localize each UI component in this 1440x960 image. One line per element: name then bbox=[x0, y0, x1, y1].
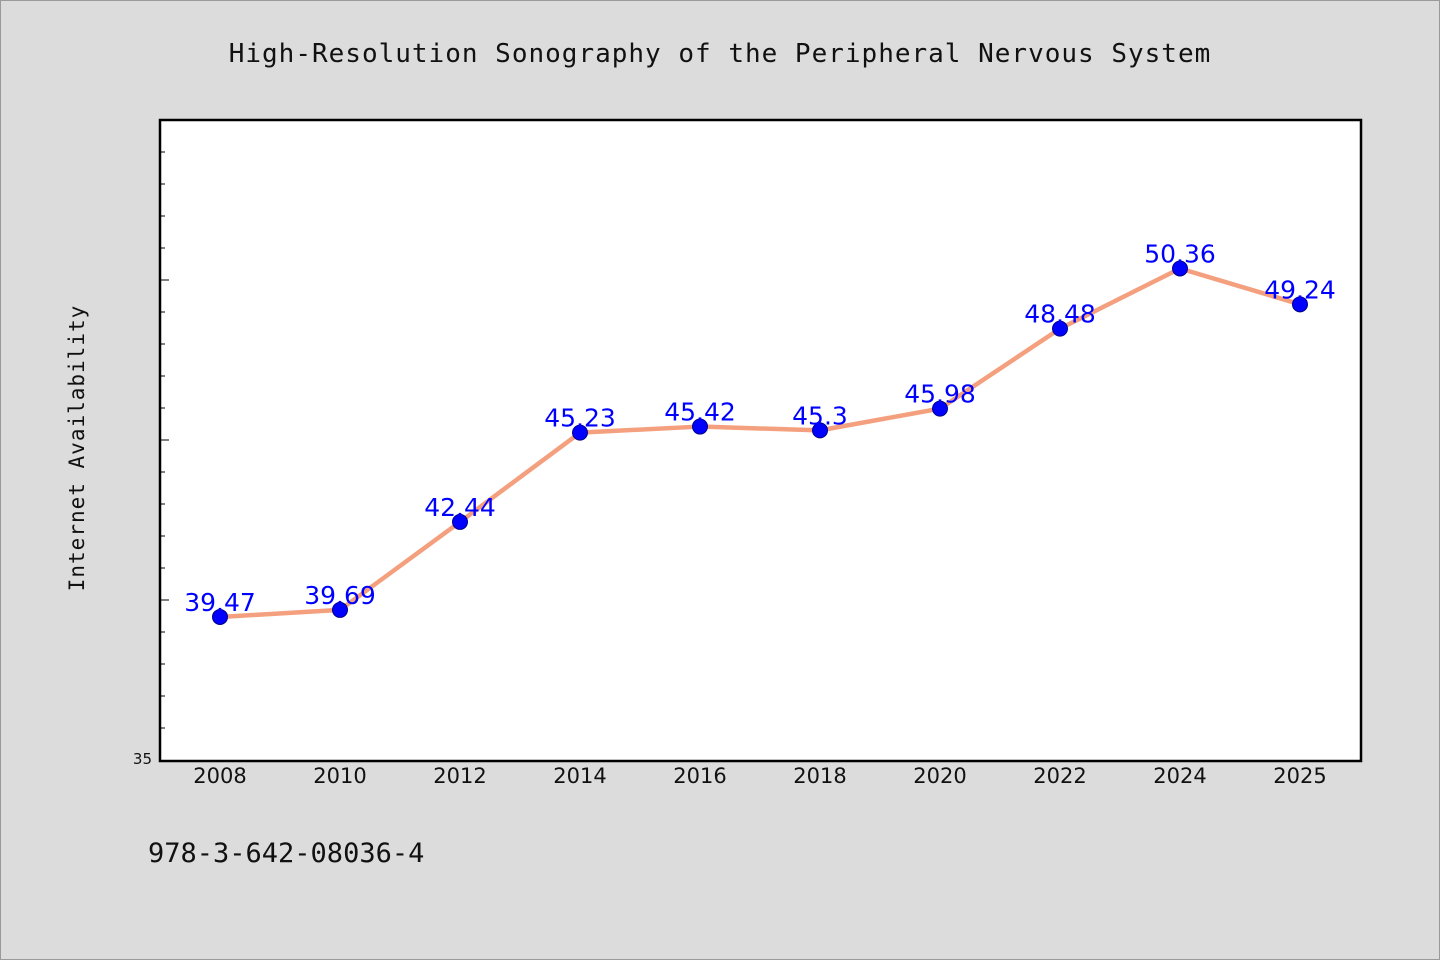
y-axis-major-ticks bbox=[160, 279, 169, 601]
x-tick-label: 2016 bbox=[673, 764, 726, 788]
x-tick-label: 2020 bbox=[913, 764, 966, 788]
x-tick-label: 2018 bbox=[793, 764, 846, 788]
x-tick-label: 2014 bbox=[553, 764, 606, 788]
data-label: 49.24 bbox=[1264, 275, 1336, 304]
y-axis-label: Internet Availability bbox=[65, 305, 89, 592]
y-axis-minor-ticks bbox=[160, 151, 165, 729]
y-tick-label: 35 bbox=[133, 750, 152, 768]
data-point-marker bbox=[932, 400, 948, 417]
data-point-marker bbox=[572, 424, 588, 441]
data-point-marker bbox=[1292, 296, 1308, 313]
data-point-marker bbox=[332, 601, 348, 618]
data-label: 45.3 bbox=[792, 401, 848, 430]
data-point-marker bbox=[452, 513, 468, 530]
data-label: 48.48 bbox=[1024, 300, 1096, 329]
x-tick-label: 2012 bbox=[433, 764, 486, 788]
data-point-marker bbox=[1052, 320, 1068, 337]
data-label: 45.98 bbox=[904, 380, 976, 409]
data-label: 45.42 bbox=[664, 398, 736, 427]
data-label: 50.36 bbox=[1144, 239, 1216, 268]
x-tick-label: 2010 bbox=[313, 764, 366, 788]
isbn-footer: 978-3-642-08036-4 bbox=[148, 838, 424, 869]
plot-area bbox=[158, 118, 1363, 763]
x-tick-label: 2008 bbox=[193, 764, 246, 788]
data-point-marker bbox=[692, 418, 708, 435]
data-label: 42.44 bbox=[424, 493, 496, 522]
data-label: 39.69 bbox=[304, 581, 376, 610]
chart-title: High-Resolution Sonography of the Periph… bbox=[229, 39, 1212, 69]
data-point-marker bbox=[212, 608, 228, 625]
data-point-marker bbox=[812, 422, 828, 439]
x-tick-label: 2022 bbox=[1033, 764, 1086, 788]
data-label: 45.23 bbox=[544, 404, 616, 433]
data-label: 39.47 bbox=[184, 588, 256, 617]
x-tick-label: 2025 bbox=[1273, 764, 1326, 788]
series-line bbox=[217, 266, 1303, 620]
data-point-marker bbox=[1172, 260, 1188, 277]
x-tick-label: 2024 bbox=[1153, 764, 1206, 788]
